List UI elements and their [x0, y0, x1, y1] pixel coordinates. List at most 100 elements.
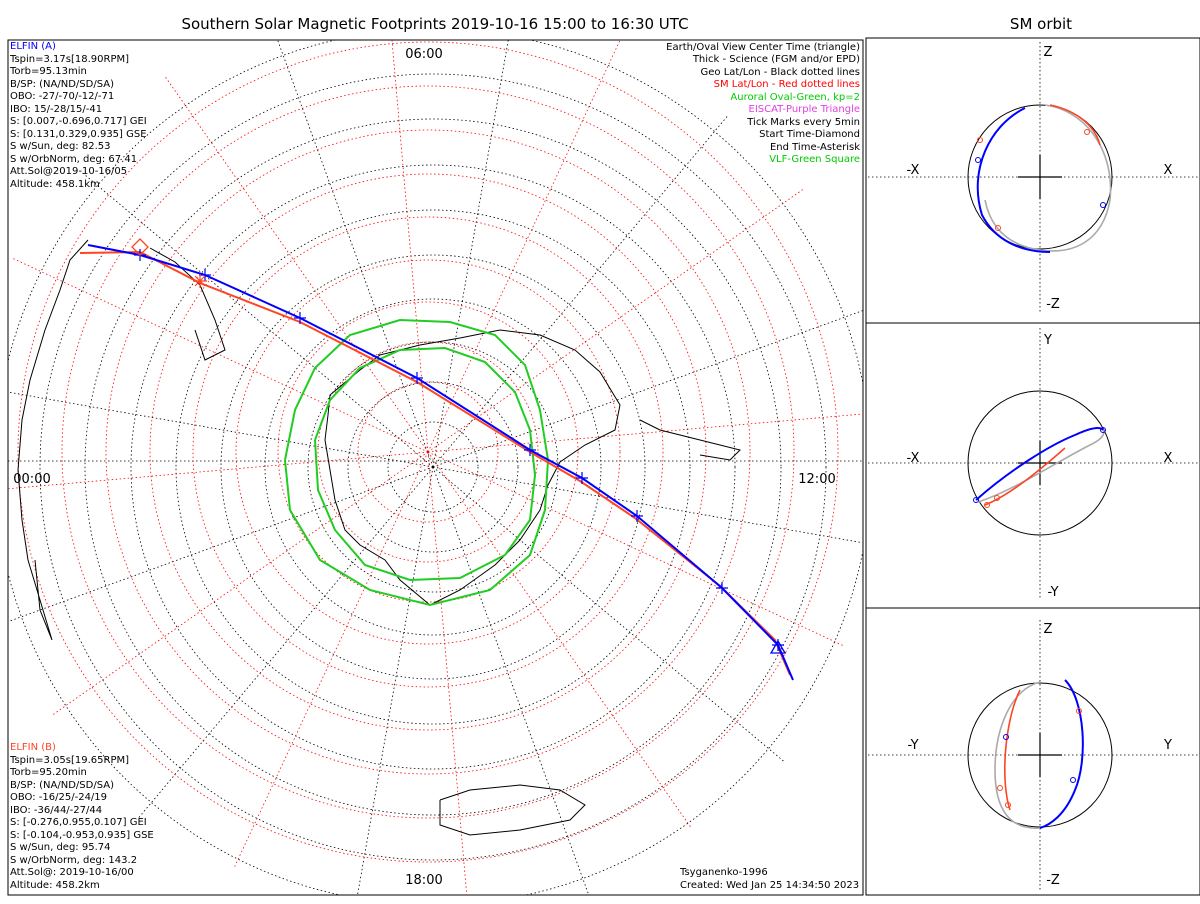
sm-longitude-line: [427, 451, 693, 830]
sm-longitude-line: [391, 40, 429, 453]
elfin-a-tick: [411, 372, 423, 384]
sm-longitude-line: [427, 413, 863, 453]
legend-entry: Auroral Oval-Green, kp=2: [730, 92, 860, 103]
geo-latitude-circle: [347, 381, 519, 553]
elfin-a-line: OBO: -27/-70/-12/-71: [10, 91, 114, 102]
elfin-b-orbit-marker: [984, 502, 990, 508]
axis-label-right: X: [1164, 163, 1173, 178]
elfin-b-asterisk: [193, 274, 207, 288]
axis-label-bottom: -Z: [1046, 297, 1060, 312]
sm-grid: [8, 40, 863, 895]
sm-longitude-line: [10, 257, 429, 453]
elfin-a-tick: [294, 312, 306, 324]
coastline: [639, 419, 741, 461]
legend-entry: Start Time-Diamond: [759, 129, 860, 140]
geo-longitude-line: [432, 114, 729, 468]
legend-entry: SM Lat/Lon - Red dotted lines: [714, 79, 860, 90]
elfin-a-line: S: [0.131,0.329,0.935] GSE: [10, 129, 147, 140]
elfin-a-orbit-marker: [1100, 427, 1106, 433]
sm-longitude-line: [427, 451, 468, 895]
time-label-top: 06:00: [405, 47, 442, 62]
sm-longitude-line: [427, 187, 806, 453]
sm-longitude-line: [233, 451, 429, 870]
footprint-tracks: [79, 238, 794, 681]
polar-map: [8, 40, 863, 895]
coastline: [17, 239, 89, 641]
elfin-b-header: ELFIN (B): [10, 742, 56, 753]
elfin-b-line: Torb=95.20min: [9, 767, 87, 778]
legend-entry: End Time-Asterisk: [770, 142, 860, 153]
time-label-bottom: 18:00: [405, 873, 442, 888]
orbit-title: SM orbit: [1010, 15, 1072, 33]
sm-latitude-circle: [105, 129, 751, 775]
axis-label-left: -X: [907, 451, 920, 466]
geo-longitude-line: [432, 310, 863, 468]
sm-latitude-circle: [17, 41, 839, 863]
geo-latitude-circle: [84, 118, 782, 816]
elfin-a-orbit: [976, 107, 1051, 253]
elfin-a-center-triangle: [769, 639, 787, 654]
elfin-a-line: Att.Sol@2019-10-16/05: [10, 166, 127, 177]
elfin-a-line: S w/OrbNorm, deg: 67.41: [10, 154, 137, 165]
legend-entry: Geo Lat/Lon - Black dotted lines: [701, 67, 860, 78]
geo-longitude-line: [432, 466, 786, 763]
legend-entry: Earth/Oval View Center Time (triangle): [666, 42, 860, 53]
elfin-b-line: IBO: -36/44/-27/44: [10, 805, 102, 816]
elfin-b-line: B/SP: (NA/ND/SD/SA): [10, 780, 114, 791]
geo-longitude-line: [432, 466, 863, 544]
elfin-a-track: [87, 244, 794, 681]
geo-longitude-line: [80, 171, 434, 468]
geo-latitude-circle: [130, 164, 736, 770]
elfin-a-line: S w/Sun, deg: 82.53: [10, 141, 110, 152]
elfin-b-orbit: [1004, 689, 1021, 811]
sm-longitude-line: [427, 40, 621, 453]
sm-latitude-circle: [235, 259, 621, 645]
geo-grid: [8, 40, 863, 895]
geo-longitude-line: [432, 466, 590, 895]
sm-latitude-circle: [61, 85, 795, 819]
elfin-a-tick: [199, 269, 211, 281]
elfin-a-line: S: [0.007,-0.696,0.717] GEI: [10, 116, 147, 127]
elfin-a-line: Torb=95.13min: [9, 66, 87, 77]
coastline: [149, 247, 226, 361]
elfin-a-orbit-marker: [973, 497, 979, 503]
elfin-b-track: [79, 250, 791, 676]
elfin-b-line: S w/Sun, deg: 95.74: [10, 842, 110, 853]
earth-circle: [967, 390, 1113, 536]
geo-longitude-line: [8, 466, 434, 623]
geo-latitude-circle: [264, 298, 602, 636]
elfin-a-tick: [631, 510, 643, 522]
axis-label-bottom: -Y: [1047, 585, 1058, 600]
coastline: [324, 329, 621, 606]
elfin-b-line: OBO: -16/25/-24/19: [10, 792, 107, 803]
legend-entry: VLF-Green Square: [769, 154, 860, 165]
legend-entry: Tick Marks every 5min: [746, 117, 860, 128]
auroral-oval-inner: [314, 346, 537, 582]
model-credit: Tsyganenko-1996: [679, 867, 768, 878]
elfin-b-orbit-marker: [977, 137, 983, 143]
info-elfin-a: ELFIN (A) Tspin=3.17s[18.90RPM] Torb=95.…: [9, 41, 147, 190]
legend: Earth/Oval View Center Time (triangle) T…: [666, 42, 860, 165]
coastlines: [17, 239, 741, 836]
elfin-b-orbit-marker: [1084, 129, 1090, 135]
orbit-panel-xy: -X X Y -Y: [868, 328, 1198, 600]
elfin-a-line: IBO: 15/-28/15/-41: [10, 104, 102, 115]
sm-latitude-circle: [192, 216, 664, 688]
geo-longitude-line: [432, 40, 509, 468]
elfin-b-line: Att.Sol@: 2019-10-16/00: [10, 867, 134, 878]
earth-circle: [967, 104, 1113, 250]
axis-label-right: X: [1164, 451, 1173, 466]
geo-longitude-line: [357, 466, 434, 895]
axis-label-left: -X: [907, 163, 920, 178]
elfin-a-line: B/SP: (NA/ND/SD/SA): [10, 79, 114, 90]
elfin-a-tick: [576, 472, 588, 484]
sm-longitude-line: [427, 451, 846, 647]
sm-longitude-line: [8, 451, 429, 490]
geo-latitude-circle: [175, 209, 691, 725]
sm-longitude-line: [163, 74, 429, 453]
elfin-b-orbit-marker: [994, 495, 1000, 501]
axis-label-top: Z: [1044, 622, 1053, 637]
legend-entry: EISCAT-Purple Triangle: [749, 104, 861, 115]
orbit-path-gray: [977, 427, 1105, 503]
